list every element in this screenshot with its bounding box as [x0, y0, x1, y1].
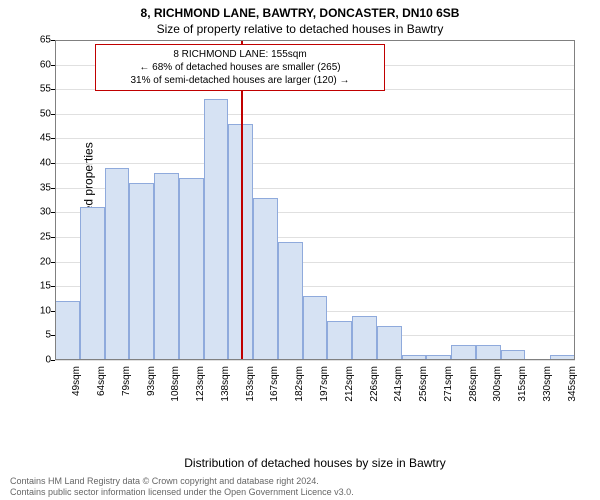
y-tick-label: 5 [27, 330, 51, 341]
histogram-bar [451, 345, 476, 360]
histogram-bar [303, 296, 328, 360]
x-tick-label: 153sqm [245, 366, 256, 426]
histogram-bar [476, 345, 501, 360]
y-tick-label: 55 [27, 84, 51, 95]
annotation-line3: 31% of semi-detached houses are larger (… [102, 74, 378, 87]
y-tick-label: 45 [27, 133, 51, 144]
x-tick-label: 300sqm [492, 366, 503, 426]
gridline [55, 360, 575, 361]
y-tick-label: 20 [27, 256, 51, 267]
y-tick-label: 30 [27, 207, 51, 218]
y-tickmark [51, 212, 55, 213]
y-tickmark [51, 138, 55, 139]
y-tick-label: 0 [27, 355, 51, 366]
histogram-bar [179, 178, 204, 360]
gridline [55, 114, 575, 115]
histogram-bar [253, 198, 278, 360]
annotation-line2: ← 68% of detached houses are smaller (26… [102, 61, 378, 74]
x-axis-label: Distribution of detached houses by size … [55, 456, 575, 470]
histogram-bar [80, 207, 105, 360]
x-tick-label: 241sqm [393, 366, 404, 426]
y-tickmark [51, 40, 55, 41]
x-tick-label: 93sqm [146, 366, 157, 426]
y-tickmark [51, 262, 55, 263]
x-tick-label: 286sqm [468, 366, 479, 426]
chart-title-main: 8, RICHMOND LANE, BAWTRY, DONCASTER, DN1… [0, 6, 600, 20]
annotation-line1: 8 RICHMOND LANE: 155sqm [102, 48, 378, 61]
annotation-box: 8 RICHMOND LANE: 155sqm← 68% of detached… [95, 44, 385, 91]
x-tick-label: 123sqm [195, 366, 206, 426]
x-tick-label: 197sqm [319, 366, 330, 426]
y-tickmark [51, 237, 55, 238]
x-tick-label: 256sqm [418, 366, 429, 426]
y-tickmark [51, 188, 55, 189]
y-tick-label: 25 [27, 231, 51, 242]
x-tick-label: 271sqm [443, 366, 454, 426]
gridline [55, 138, 575, 139]
x-axis-line [55, 359, 575, 360]
y-tick-label: 40 [27, 158, 51, 169]
chart-title-sub: Size of property relative to detached ho… [0, 22, 600, 36]
y-tickmark [51, 163, 55, 164]
x-tick-label: 345sqm [567, 366, 578, 426]
y-tick-label: 15 [27, 281, 51, 292]
histogram-bar [55, 301, 80, 360]
y-tickmark [51, 114, 55, 115]
histogram-bar [278, 242, 303, 360]
x-tick-label: 49sqm [71, 366, 82, 426]
histogram-bar [327, 321, 352, 360]
x-tick-label: 182sqm [294, 366, 305, 426]
y-tick-label: 60 [27, 59, 51, 70]
x-tick-label: 79sqm [121, 366, 132, 426]
histogram-bar [204, 99, 229, 360]
x-tick-label: 64sqm [96, 366, 107, 426]
footer-line-1: Contains HM Land Registry data © Crown c… [10, 476, 590, 487]
x-tick-label: 108sqm [170, 366, 181, 426]
chart-container: 8, RICHMOND LANE, BAWTRY, DONCASTER, DN1… [0, 0, 600, 500]
footer-attribution: Contains HM Land Registry data © Crown c… [10, 476, 590, 498]
x-tick-label: 226sqm [369, 366, 380, 426]
histogram-bar [352, 316, 377, 360]
histogram-bar [105, 168, 130, 360]
x-tick-label: 167sqm [269, 366, 280, 426]
x-tick-label: 330sqm [542, 366, 553, 426]
y-tickmark [51, 360, 55, 361]
y-tickmark [51, 65, 55, 66]
plot-area: 0510152025303540455055606549sqm64sqm79sq… [55, 40, 575, 410]
y-tick-label: 35 [27, 182, 51, 193]
y-tick-label: 50 [27, 108, 51, 119]
histogram-bar [154, 173, 179, 360]
histogram-bar [377, 326, 402, 360]
histogram-bar [129, 183, 154, 360]
y-tickmark [51, 89, 55, 90]
y-tickmark [51, 286, 55, 287]
gridline [55, 40, 575, 41]
x-tick-label: 138sqm [220, 366, 231, 426]
y-tick-label: 65 [27, 35, 51, 46]
x-tick-label: 212sqm [344, 366, 355, 426]
gridline [55, 163, 575, 164]
x-tick-label: 315sqm [517, 366, 528, 426]
footer-line-2: Contains public sector information licen… [10, 487, 590, 498]
y-tick-label: 10 [27, 305, 51, 316]
